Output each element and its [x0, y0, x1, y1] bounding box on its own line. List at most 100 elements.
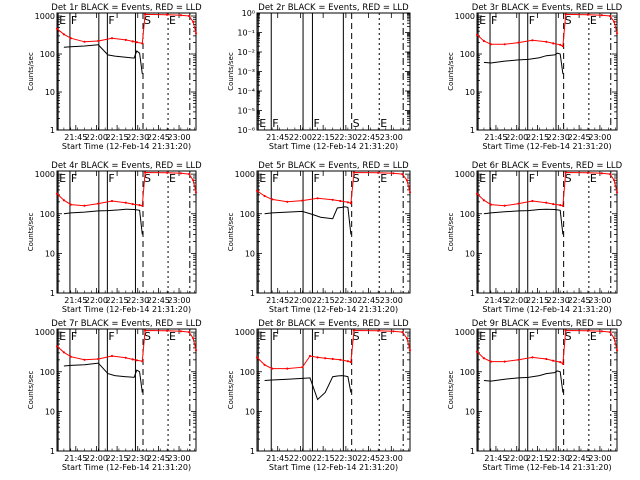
event-marker-label: F	[491, 172, 497, 185]
y-tick-label: 10	[245, 407, 255, 416]
x-tick-label: 22:30	[126, 296, 149, 305]
event-marker-label: S	[144, 14, 151, 27]
lld-data-point	[124, 201, 127, 204]
event-marker-label: E	[259, 117, 266, 130]
x-tick-label: 22:30	[547, 296, 570, 305]
lld-data-point	[69, 37, 72, 40]
lld-data-point	[141, 42, 144, 45]
lld-data-point	[489, 43, 492, 46]
event-marker-label: S	[353, 330, 360, 343]
x-tick-label: 22:00	[85, 296, 108, 305]
y-tick-label: 1000	[35, 328, 55, 337]
lld-data-point	[166, 329, 169, 332]
x-tick-label: 22:30	[547, 133, 570, 142]
panel-det-3r: Det 3r BLACK = Events, RED = LLD 1 10 100 10…	[447, 3, 623, 151]
y-tick-label: 1	[50, 126, 55, 135]
event-marker-label: E	[59, 14, 66, 27]
lld-data-point	[194, 191, 198, 194]
x-tick-label: 23:00	[167, 454, 190, 463]
x-tick-label: 22:00	[505, 296, 528, 305]
x-tick-label: 22:45	[357, 296, 380, 305]
lld-data-point	[401, 331, 404, 334]
x-tick-label: 22:15	[526, 133, 549, 142]
lld-data-point	[531, 39, 534, 42]
lld-data-point	[69, 355, 72, 358]
y-tick-label: 100	[460, 50, 475, 59]
y-tick-label: 100	[40, 368, 55, 377]
lld-data-point	[559, 361, 562, 364]
x-tick-label: 22:00	[289, 296, 312, 305]
x-tick-label: 22:15	[106, 454, 129, 463]
x-tick-label: 22:00	[505, 454, 528, 463]
event-marker-label: F	[108, 330, 114, 343]
lld-data-point	[615, 191, 619, 194]
event-marker-label: E	[169, 14, 176, 27]
lld-series-line	[476, 13, 618, 47]
lld-data-point	[405, 179, 409, 182]
lld-data-point	[600, 14, 603, 17]
lld-data-point	[62, 199, 65, 202]
lld-data-point	[586, 13, 590, 16]
y-tick-label: 1000	[235, 170, 255, 179]
y-tick-label: 1	[470, 126, 475, 135]
lld-data-point	[552, 42, 555, 45]
lld-data-point	[392, 330, 395, 333]
lld-data-point	[352, 171, 356, 174]
x-axis-label: Start Time (12-Feb-14 21:31:20)	[269, 142, 398, 151]
event-marker-label: F	[313, 172, 319, 185]
event-marker-label: E	[169, 172, 176, 185]
lld-data-point	[110, 37, 114, 40]
lld-data-point	[346, 201, 349, 204]
lld-data-point	[531, 199, 534, 203]
event-marker-label: F	[71, 330, 77, 343]
x-tick-label: 22:15	[106, 133, 129, 142]
lld-data-point	[586, 171, 590, 174]
event-marker-label: E	[479, 330, 486, 343]
plot-frame	[56, 170, 197, 294]
lld-data-point	[613, 20, 616, 23]
lld-data-point	[166, 171, 169, 174]
lld-data-point	[62, 351, 65, 354]
lld-data-point	[331, 357, 334, 361]
events-series-line	[483, 208, 564, 235]
x-axis-label: Start Time (12-Feb-14 21:31:20)	[269, 463, 398, 472]
x-tick-label: 22:15	[312, 296, 335, 305]
x-tick-label: 21:45	[484, 133, 507, 142]
panel-title: Det 6r BLACK = Events, RED = LLD	[472, 161, 623, 171]
y-tick-label: 100	[460, 210, 475, 219]
lld-data-point	[131, 203, 134, 206]
event-marker-label: F	[529, 330, 535, 343]
plot-frame	[256, 170, 411, 294]
lld-data-point	[561, 362, 565, 365]
lld-data-point	[324, 357, 327, 360]
lld-data-point	[352, 329, 356, 332]
lld-data-point	[166, 13, 169, 16]
lld-data-point	[346, 360, 349, 363]
y-tick-label: 10	[45, 88, 55, 97]
lld-data-point	[377, 171, 380, 174]
panel-title: Det 2r BLACK = Events, RED = LLD	[258, 3, 409, 13]
panel-det-7r: Det 7r BLACK = Events, RED = LLD 1 10 100 10…	[27, 319, 202, 472]
lld-data-point	[97, 39, 100, 43]
event-marker-label: S	[144, 172, 151, 185]
panel-det-4r: Det 4r BLACK = Events, RED = LLD 1 10 100 10…	[27, 161, 202, 314]
x-tick-label: 21:45	[266, 296, 289, 305]
y-tick-label: 1000	[235, 328, 255, 337]
lld-data-point	[475, 192, 479, 195]
lld-data-point	[188, 173, 191, 176]
x-axis-label: Start Time (12-Feb-14 21:31:20)	[482, 305, 611, 314]
lld-data-point	[271, 198, 274, 201]
lld-data-point	[69, 203, 72, 206]
lld-data-point	[564, 13, 567, 16]
x-tick-label: 22:30	[334, 454, 357, 463]
event-marker-label: F	[272, 117, 278, 130]
y-tick-label: 1000	[35, 12, 55, 21]
y-axis-label: Counts/sec	[27, 52, 35, 91]
plot-frame	[56, 328, 197, 452]
y-tick-label: 10⁻⁴	[237, 87, 255, 96]
lld-data-point	[561, 204, 565, 207]
x-tick-label: 22:00	[289, 454, 312, 463]
lld-data-point	[131, 40, 134, 43]
lld-data-point	[188, 331, 191, 334]
